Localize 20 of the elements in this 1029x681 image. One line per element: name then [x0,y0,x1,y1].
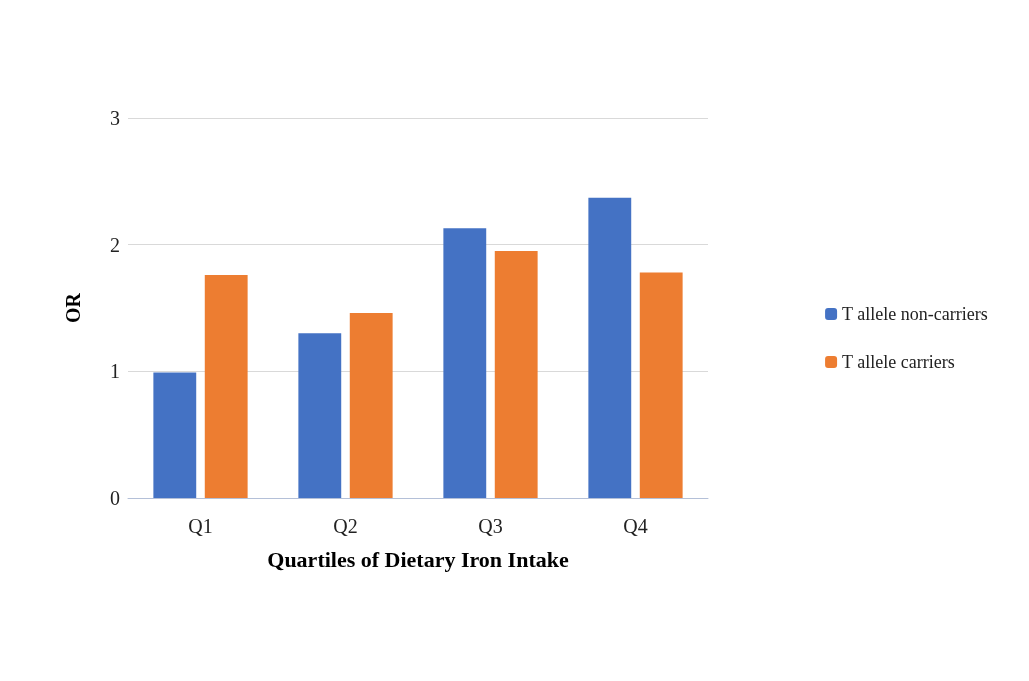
legend-label: T allele non-carriers [842,304,988,324]
bar [494,251,538,498]
y-tick-label: 0 [110,487,120,509]
x-tick-label: Q1 [188,515,213,537]
bar [443,228,487,498]
bar [588,197,632,498]
bar [639,272,683,498]
bar [298,333,342,498]
bar [153,372,197,498]
legend-label: T allele carriers [842,352,955,372]
bar [204,275,248,498]
bar [349,313,393,498]
y-axis-title: OR [62,292,84,323]
y-tick-label: 2 [110,233,120,256]
x-axis-title: Quartiles of Dietary Iron Intake [267,546,569,572]
y-tick-label: 1 [110,360,120,383]
x-tick-label: Q3 [478,515,503,537]
y-tick-label: 3 [110,107,120,129]
x-tick-label: Q2 [333,515,358,537]
x-tick-label: Q4 [623,515,648,537]
